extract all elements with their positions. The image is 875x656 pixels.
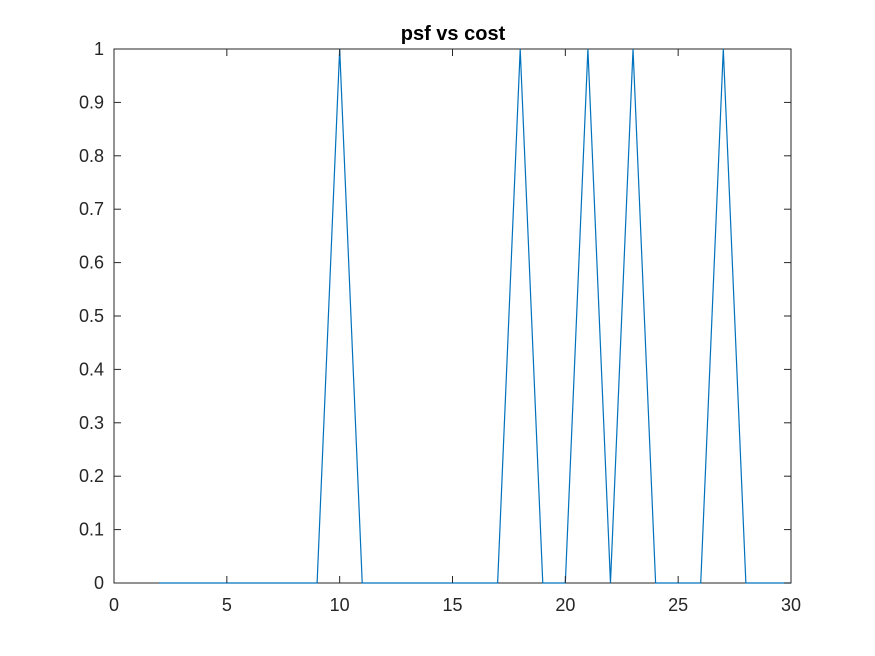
chart-title: psf vs cost bbox=[401, 23, 506, 45]
y-axis-ticks: 0 0.1 0.2 0.3 0.4 0.5 0.6 0.7 0.8 0.9 1 bbox=[79, 39, 791, 593]
x-axis-ticks: 0 5 10 15 20 25 30 bbox=[109, 49, 801, 615]
x-tick-label: 10 bbox=[330, 595, 350, 615]
x-tick-label: 25 bbox=[668, 595, 688, 615]
x-tick-label: 15 bbox=[442, 595, 462, 615]
axes-box bbox=[113, 48, 792, 584]
y-tick-label: 0.6 bbox=[79, 253, 104, 273]
plot-area-frame bbox=[113, 48, 792, 584]
y-tick-label: 0.1 bbox=[79, 520, 104, 540]
y-tick-label: 0.2 bbox=[79, 466, 104, 486]
x-tick-label: 30 bbox=[781, 595, 801, 615]
series-line bbox=[159, 48, 791, 584]
y-tick-label: 0.8 bbox=[79, 146, 104, 166]
x-tick-label: 20 bbox=[555, 595, 575, 615]
y-tick-label: 0 bbox=[94, 573, 104, 593]
y-tick-label: 1 bbox=[94, 39, 104, 59]
y-tick-label: 0.7 bbox=[79, 199, 104, 219]
y-tick-label: 0.4 bbox=[79, 359, 104, 379]
y-tick-label: 0.3 bbox=[79, 413, 104, 433]
x-tick-label: 0 bbox=[109, 595, 119, 615]
x-tick-label: 5 bbox=[222, 595, 232, 615]
y-tick-label: 0.9 bbox=[79, 92, 104, 112]
series-layer bbox=[159, 48, 791, 584]
y-tick-label: 0.5 bbox=[79, 306, 104, 326]
